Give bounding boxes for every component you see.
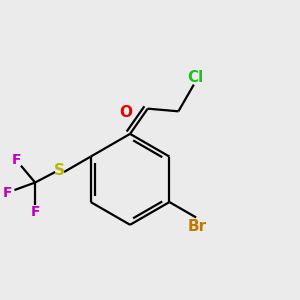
Text: Cl: Cl <box>187 70 203 85</box>
Text: F: F <box>30 205 40 219</box>
Text: Br: Br <box>188 219 207 234</box>
Text: O: O <box>119 104 132 119</box>
Text: S: S <box>54 163 65 178</box>
Text: F: F <box>3 186 12 200</box>
Text: F: F <box>11 153 21 167</box>
